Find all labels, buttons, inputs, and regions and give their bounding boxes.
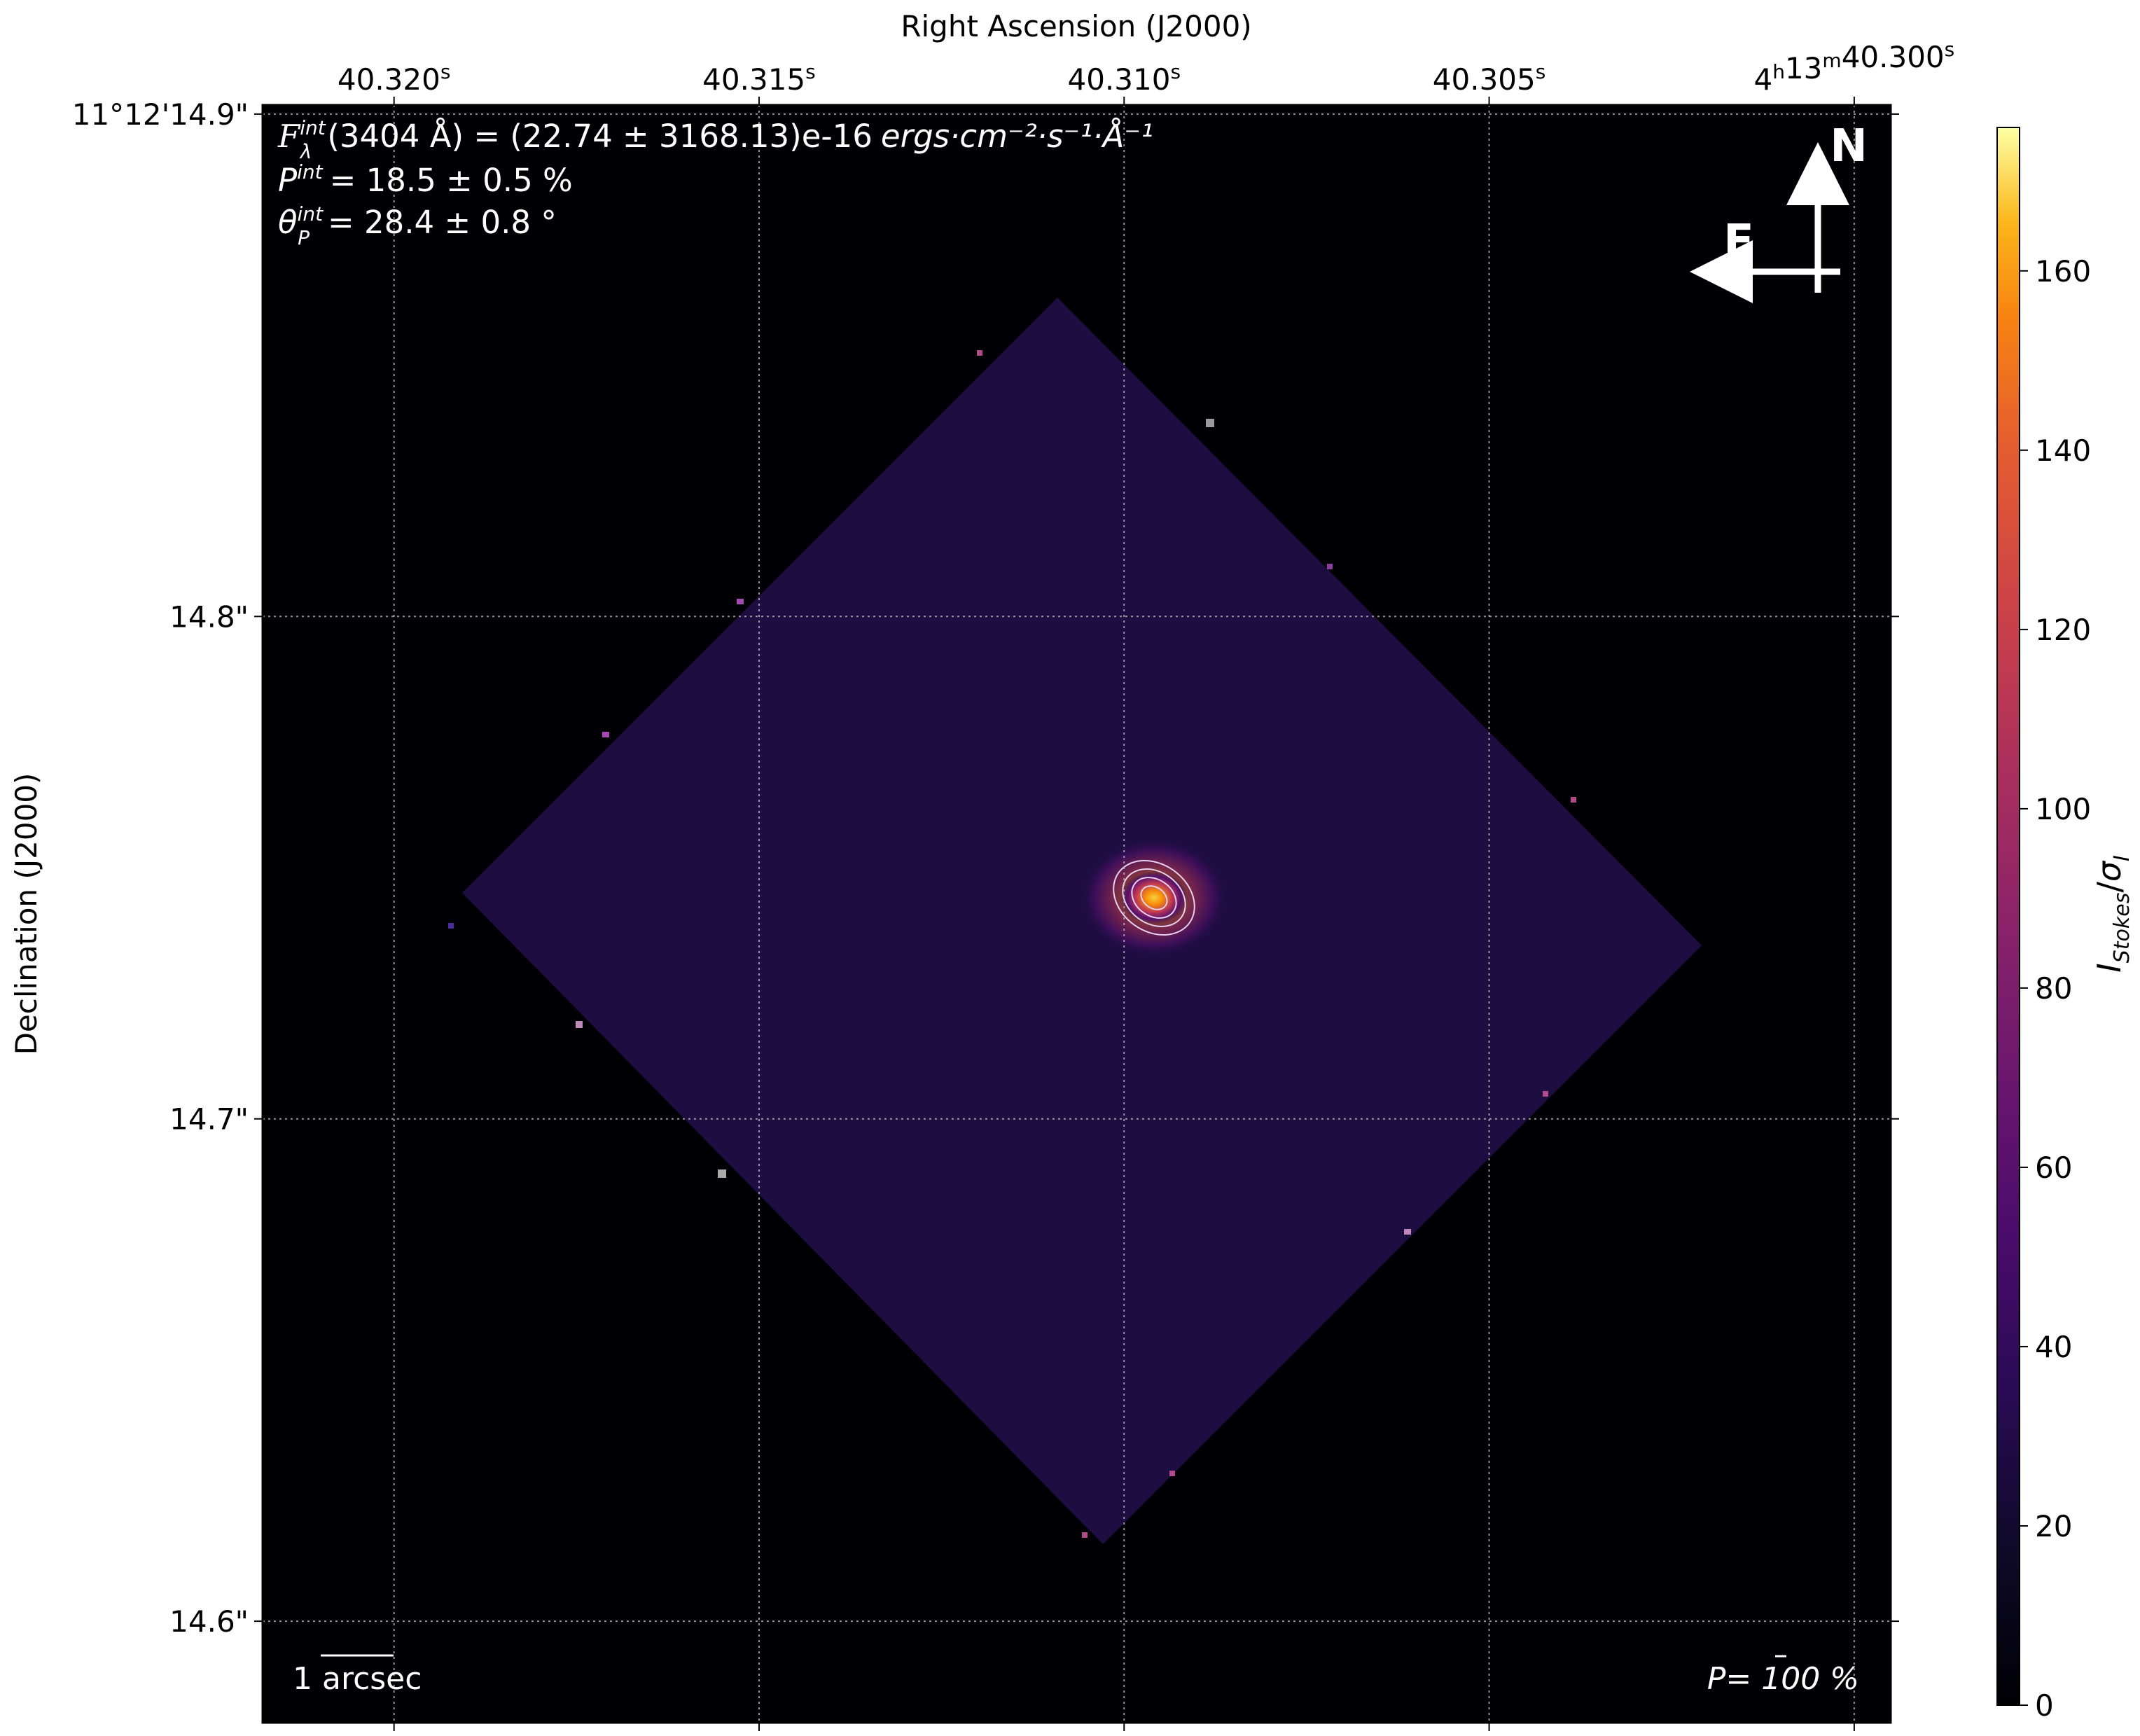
- colorbar-tick-label: 20: [2035, 1509, 2072, 1543]
- x-axis-label: Right Ascension (J2000): [901, 9, 1251, 43]
- colorbar-tick-label: 100: [2035, 792, 2091, 826]
- east-label: E: [1723, 216, 1754, 268]
- compass: N E: [1690, 120, 1868, 303]
- x-tick-label: 40.320s: [338, 60, 451, 97]
- hot-pixel: [1082, 1532, 1088, 1538]
- source: [1081, 838, 1228, 957]
- hot-pixel: [737, 599, 744, 604]
- y-tick-label: 14.8": [169, 599, 249, 634]
- colorbar-label: IStokes/σI: [2090, 855, 2134, 973]
- hot-pixel: [1169, 1471, 1175, 1476]
- colorbar-tick-label: 0: [2035, 1688, 2054, 1723]
- x-tick-label: 4h13m40.300s: [1753, 38, 1954, 97]
- footprint-texture: [462, 298, 1702, 1544]
- colorbar-tick-label: 60: [2035, 1151, 2072, 1185]
- y-tick-label: 11°12'14.9": [72, 97, 249, 132]
- hot-pixel: [1571, 797, 1576, 803]
- edge-pixels: [448, 350, 1576, 1538]
- hot-pixel: [1543, 1091, 1548, 1097]
- flux-annotation: Fint λ (3404 Å) = (22.74 ± 3168.13)e-16 erg…: [277, 116, 1153, 163]
- data-footprint: [462, 298, 1702, 1544]
- y-tick-label: 14.7": [169, 1102, 249, 1137]
- colorbar: 0 20 40 60 80 100 120 140 160 IStokes/σI: [1996, 127, 2134, 1723]
- north-label: N: [1830, 120, 1868, 172]
- scale-bar-label: 1 arcsec: [293, 1661, 422, 1697]
- x-tick-label: 40.310s: [1067, 60, 1181, 97]
- plot-frame: [261, 104, 1892, 1724]
- hot-pixel: [1404, 1229, 1411, 1235]
- hot-pixel: [718, 1169, 726, 1178]
- y-axis-ticks: 11°12'14.9" 14.8" 14.7" 14.6": [72, 97, 1899, 1639]
- colorbar-ticks: 0 20 40 60 80 100 120 140 160: [2020, 254, 2091, 1723]
- x-tick-label: 40.315s: [702, 60, 816, 97]
- hot-pixel: [1327, 564, 1333, 569]
- x-axis-ticks: 40.320s 40.315s 40.310s 40.305s 4h13m40.300s: [338, 38, 1954, 1731]
- x-tick-label: 40.305s: [1433, 60, 1546, 97]
- y-axis-label: Declination (J2000): [9, 773, 43, 1055]
- hot-pixel: [602, 732, 609, 737]
- colorbar-tick-label: 120: [2035, 613, 2091, 647]
- colorbar-gradient: [1996, 127, 2020, 1706]
- contour: [1131, 877, 1177, 919]
- hot-pixel: [1206, 419, 1214, 427]
- contour: [1140, 885, 1168, 910]
- grid: [263, 105, 1891, 1723]
- colorbar-tick-label: 40: [2035, 1330, 2072, 1364]
- pol-scale-label: P= 100 %: [1707, 1661, 1859, 1697]
- hot-pixel: [977, 350, 982, 356]
- contour: [1113, 859, 1195, 936]
- colorbar-tick-label: 160: [2035, 254, 2091, 289]
- hot-pixel: [576, 1021, 583, 1028]
- source-core: [1120, 871, 1188, 924]
- annotations: Fint λ (3404 Å) = (22.74 ± 3168.13)e-16 erg…: [277, 116, 1868, 1697]
- contour: [1122, 868, 1186, 927]
- y-tick-label: 14.6": [169, 1604, 249, 1639]
- pol-angle-annotation: θint P = 28.4 ± 0.8 °: [278, 202, 557, 249]
- pol-degree-annotation: Pint = 18.5 ± 0.5 %: [278, 160, 573, 199]
- colorbar-tick-label: 80: [2035, 971, 2072, 1006]
- colorbar-tick-label: 140: [2035, 433, 2091, 468]
- hot-pixel: [448, 923, 454, 929]
